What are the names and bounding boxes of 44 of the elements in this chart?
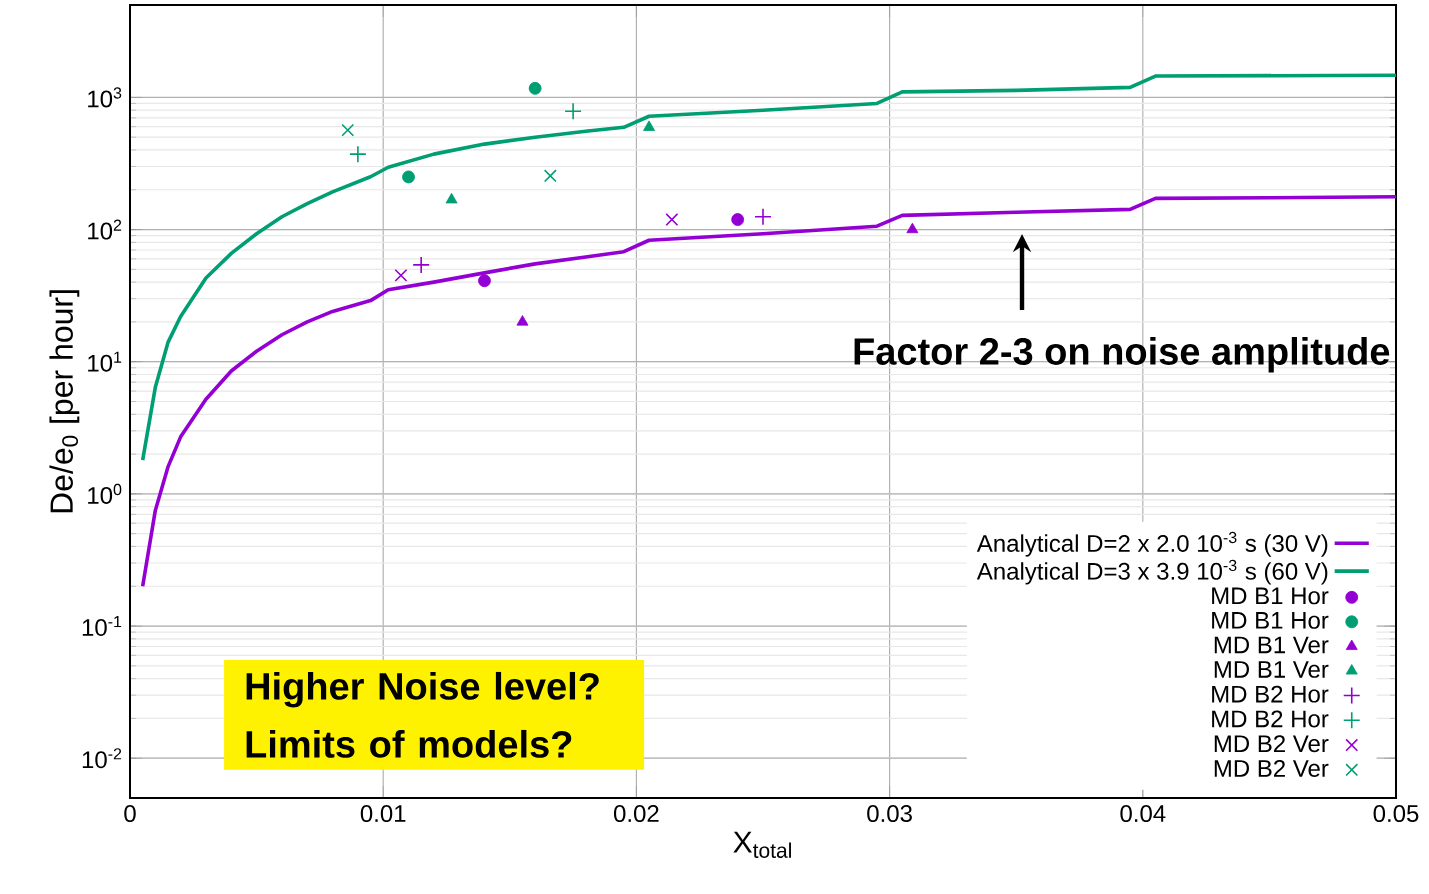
point bbox=[543, 169, 557, 183]
point bbox=[478, 274, 491, 288]
legend-label: MD B1 Hor bbox=[1212, 612, 1329, 629]
point bbox=[341, 123, 355, 137]
x-tick-label: 0.05 bbox=[1373, 805, 1419, 823]
point bbox=[643, 120, 655, 131]
legend-label: MD B2 Ver bbox=[1214, 735, 1329, 753]
annotation: Higher Noise level? Limits of models? bbox=[246, 671, 599, 758]
point bbox=[402, 170, 415, 184]
legend-label: MD B1 Hor bbox=[1212, 587, 1329, 605]
x-tick-label: 0.02 bbox=[613, 805, 659, 823]
y-tick-label: 10$^{1}$ bbox=[88, 351, 122, 372]
point bbox=[906, 222, 919, 234]
x-tick-label: 0.04 bbox=[1120, 805, 1166, 823]
x-axis-title: X$_{total}$ bbox=[733, 831, 791, 858]
x-tick-label: 0 bbox=[124, 805, 136, 823]
point bbox=[394, 268, 408, 282]
legend-label: MD B2 Hor bbox=[1212, 685, 1329, 703]
x-tick-label: 0.01 bbox=[360, 805, 406, 823]
point bbox=[528, 81, 542, 95]
legend-label: Analytical D=2 x 2.0 10$^{-3}$ s (30 V) bbox=[976, 531, 1328, 557]
point bbox=[665, 213, 679, 227]
line-series bbox=[140, 194, 1397, 589]
point bbox=[445, 192, 458, 204]
x-tick-label: 0.03 bbox=[867, 805, 912, 823]
point bbox=[516, 315, 529, 326]
annotation: Factor 2-3 on noise amplitude bbox=[854, 336, 1390, 373]
point bbox=[731, 213, 745, 226]
point bbox=[564, 102, 582, 121]
legend-label: MD B2 Hor bbox=[1212, 710, 1329, 728]
y-tick-label: 10$^{-2}$ bbox=[82, 748, 122, 769]
y-tick-label: 10$^{2}$ bbox=[88, 219, 122, 240]
line-series bbox=[140, 73, 1397, 462]
legend-label: MD B1 Ver bbox=[1214, 661, 1329, 678]
y-tick-label: 10$^{-1}$ bbox=[82, 616, 122, 637]
point bbox=[412, 256, 430, 274]
legend-label: MD B2 Ver bbox=[1214, 759, 1329, 777]
legend-label: Analytical D=3 x 3.9 10$^{-3}$ s (60 V) bbox=[976, 559, 1328, 585]
point bbox=[754, 207, 772, 226]
y-tick-label: 10$^{0}$ bbox=[88, 483, 122, 504]
legend-label: MD B1 Ver bbox=[1214, 636, 1329, 654]
y-axis-title: De/e$_{0}$ [per hour] bbox=[49, 290, 80, 513]
y-tick-label: 10$^{3}$ bbox=[88, 87, 122, 108]
point bbox=[349, 145, 367, 163]
